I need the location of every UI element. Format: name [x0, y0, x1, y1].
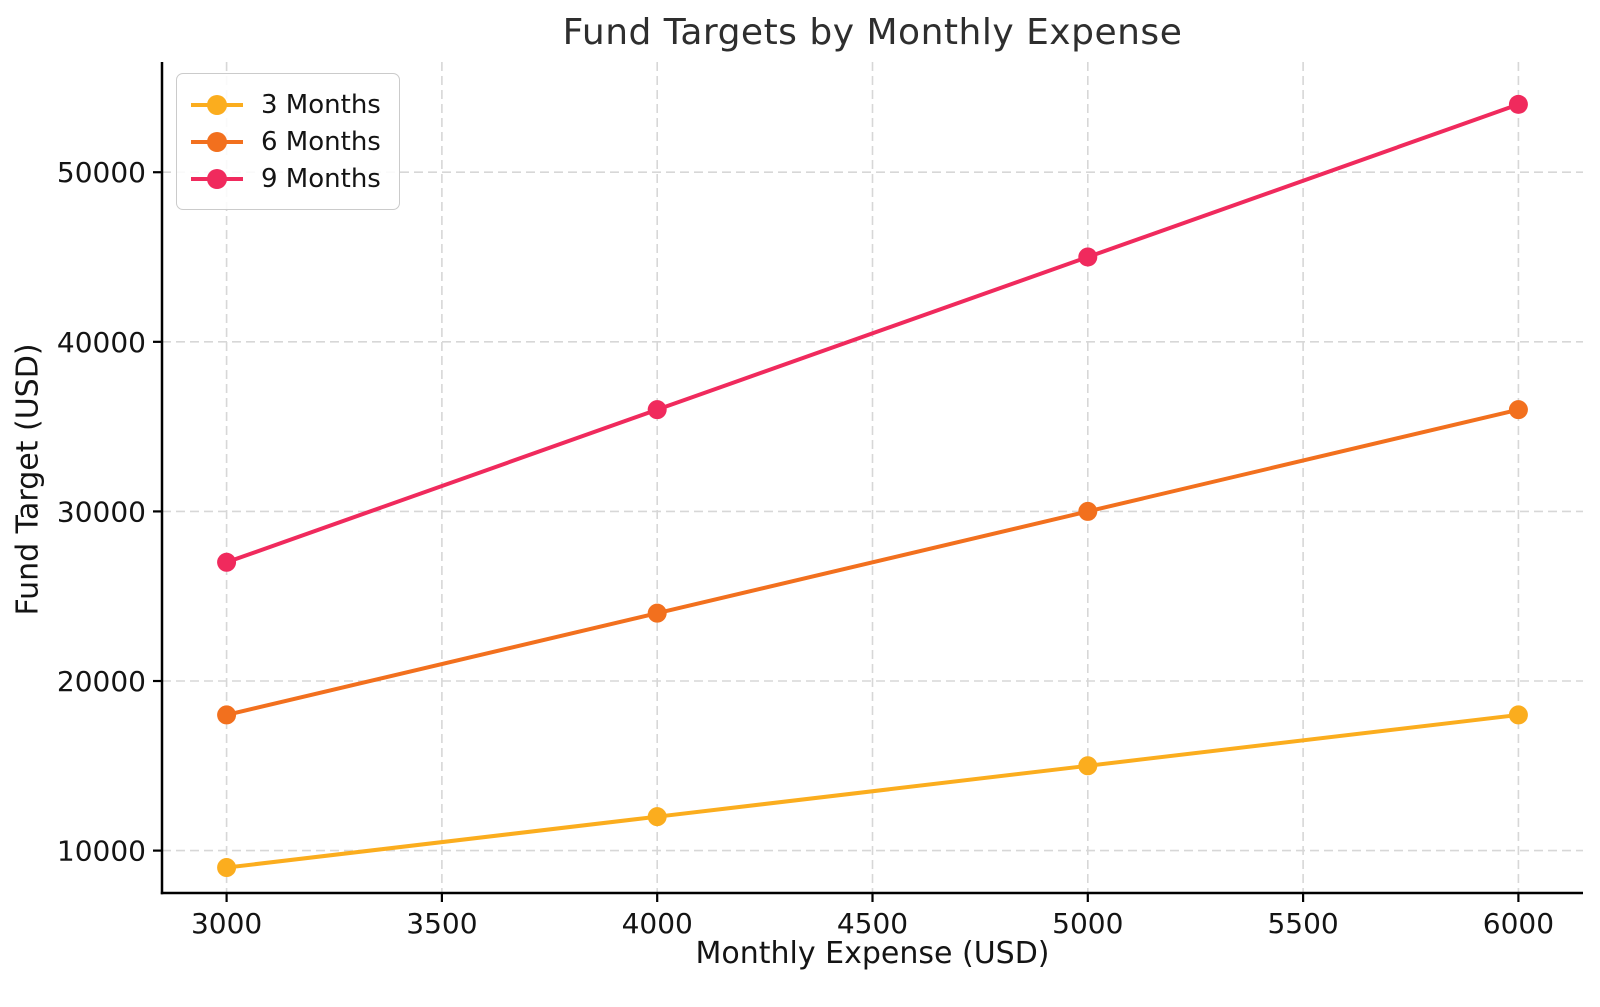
data-point-6-months — [217, 705, 237, 725]
x-tick-label: 3000 — [191, 907, 262, 940]
legend-item-9-months: 9 Months — [191, 160, 381, 197]
series-line-3-months — [224, 712, 1521, 870]
x-tick-label: 5500 — [1267, 907, 1338, 940]
legend-label: 9 Months — [261, 163, 381, 194]
y-tick-label: 30000 — [57, 495, 146, 528]
legend-label: 3 Months — [261, 89, 381, 120]
chart-title: Fund Targets by Monthly Expense — [562, 12, 1183, 53]
x-tick-label: 5000 — [1052, 907, 1123, 940]
tick-marks — [153, 171, 1520, 902]
y-tick-label: 50000 — [57, 156, 146, 189]
tick-labels: 3000 3500 4000 4500 5000 5500 6000 10000 20000 30… — [57, 156, 1554, 940]
x-tick-label: 6000 — [1483, 907, 1554, 940]
y-tick-label: 40000 — [57, 326, 146, 359]
data-point-3-months — [1078, 756, 1098, 776]
y-tick-label: 20000 — [57, 665, 146, 698]
data-point-9-months — [217, 552, 237, 572]
data-point-6-months — [647, 603, 667, 623]
x-tick-label: 4500 — [837, 907, 908, 940]
legend-marker-swatch — [207, 94, 227, 115]
legend-sample-6-months — [191, 131, 243, 152]
x-axis-label: Monthly Expense (USD) — [695, 936, 1050, 971]
legend-sample-3-months — [191, 94, 243, 115]
legend-marker-swatch — [207, 131, 227, 152]
data-point-9-months — [647, 400, 667, 420]
y-tick-label: 10000 — [57, 835, 146, 868]
y-axis-label: Fund Target (USD) — [10, 343, 46, 616]
data-point-9-months — [1078, 247, 1098, 267]
legend-item-3-months: 3 Months — [191, 86, 381, 123]
legend: 3 Months 6 Months 9 Months — [176, 73, 400, 210]
data-point-3-months — [1508, 705, 1528, 725]
x-tick-label: 3500 — [406, 907, 477, 940]
data-point-9-months — [1508, 94, 1528, 114]
series-line-6-months — [224, 407, 1521, 717]
data-point-6-months — [1508, 400, 1528, 420]
gridlines — [162, 62, 1583, 893]
legend-marker-swatch — [207, 168, 227, 189]
series-lines — [217, 94, 1528, 878]
data-point-3-months — [647, 807, 667, 827]
legend-item-6-months: 6 Months — [191, 123, 381, 160]
x-tick-label: 4000 — [622, 907, 693, 940]
series-line-9-months — [224, 102, 1521, 565]
data-point-3-months — [217, 858, 237, 878]
legend-label: 6 Months — [261, 126, 381, 157]
data-point-6-months — [1078, 501, 1098, 521]
legend-sample-9-months — [191, 168, 243, 189]
